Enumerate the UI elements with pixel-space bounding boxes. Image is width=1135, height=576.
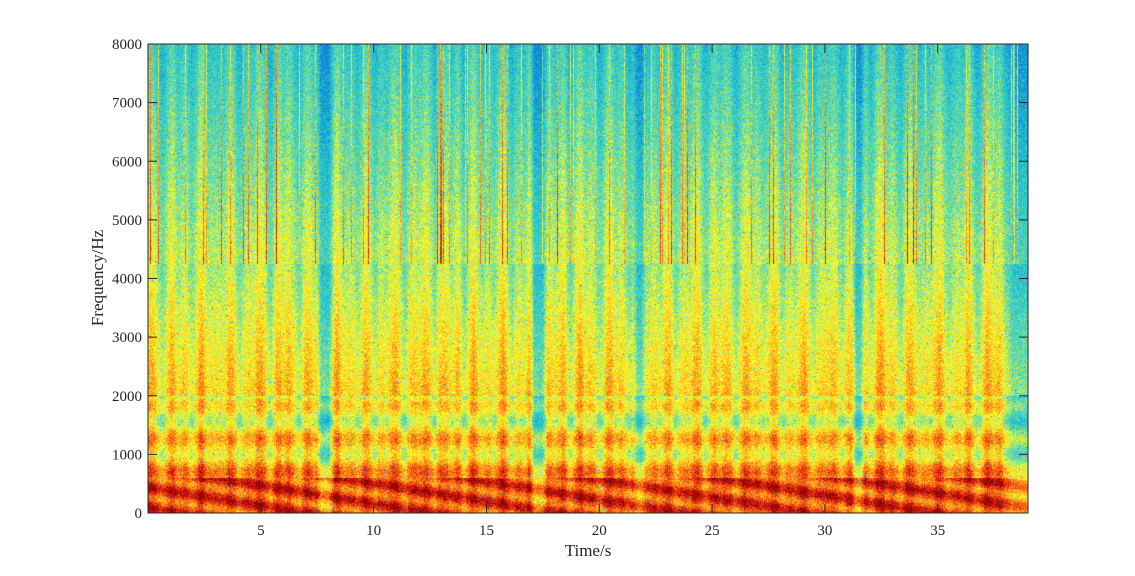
y-axis-label: Frequency/Hz <box>88 229 107 326</box>
y-tick-label: 8000 <box>112 37 142 53</box>
y-axis: 0 1000 2000 3000 4000 5000 6000 7000 8000 <box>112 37 1028 522</box>
x-tick-label: 20 <box>592 523 607 539</box>
x-tick-label: 10 <box>366 523 381 539</box>
y-tick-label: 3000 <box>112 330 142 346</box>
x-tick-label: 35 <box>930 523 945 539</box>
spectrogram-heatmap <box>148 44 1028 513</box>
y-tick-label: 4000 <box>112 272 142 288</box>
y-tick-label: 2000 <box>112 389 142 405</box>
x-tick-label: 15 <box>479 523 494 539</box>
y-tick-label: 5000 <box>112 213 142 229</box>
y-tick-label: 1000 <box>112 447 142 463</box>
spectrogram-image <box>148 44 1028 513</box>
x-axis: 5 10 15 20 25 30 35 <box>257 44 945 539</box>
x-tick-label: 25 <box>705 523 720 539</box>
y-tick-label: 6000 <box>112 154 142 170</box>
y-tick-label: 0 <box>135 506 143 522</box>
x-tick-label: 30 <box>817 523 832 539</box>
y-tick-label: 7000 <box>112 96 142 112</box>
x-tick-label: 5 <box>257 523 265 539</box>
x-axis-label: Time/s <box>565 541 612 560</box>
